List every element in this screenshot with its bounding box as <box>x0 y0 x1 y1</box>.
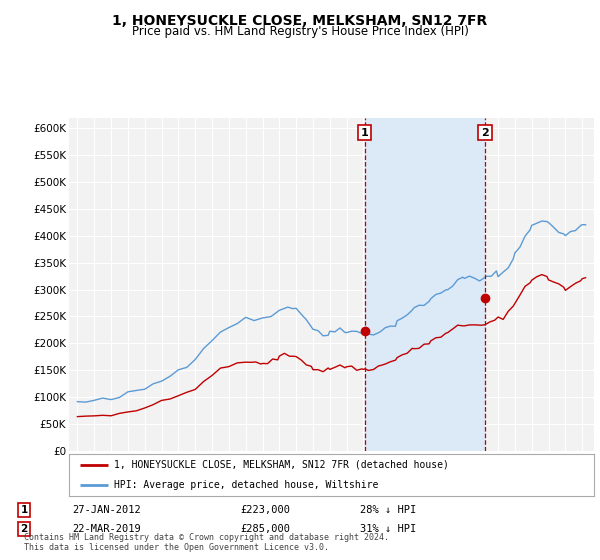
Text: 22-MAR-2019: 22-MAR-2019 <box>72 524 141 534</box>
Text: 2: 2 <box>20 524 28 534</box>
Text: HPI: Average price, detached house, Wiltshire: HPI: Average price, detached house, Wilt… <box>113 480 378 490</box>
Text: 31% ↓ HPI: 31% ↓ HPI <box>360 524 416 534</box>
Text: 1, HONEYSUCKLE CLOSE, MELKSHAM, SN12 7FR (detached house): 1, HONEYSUCKLE CLOSE, MELKSHAM, SN12 7FR… <box>113 460 449 470</box>
Text: £223,000: £223,000 <box>240 506 290 515</box>
Text: 1: 1 <box>20 506 28 515</box>
Text: 1: 1 <box>361 128 368 138</box>
Bar <box>365 118 485 451</box>
Text: Price paid vs. HM Land Registry's House Price Index (HPI): Price paid vs. HM Land Registry's House … <box>131 25 469 38</box>
Text: 27-JAN-2012: 27-JAN-2012 <box>72 506 141 515</box>
Text: 2: 2 <box>481 128 489 138</box>
Text: £285,000: £285,000 <box>240 524 290 534</box>
Text: Contains HM Land Registry data © Crown copyright and database right 2024.
This d: Contains HM Land Registry data © Crown c… <box>24 533 389 552</box>
Text: 28% ↓ HPI: 28% ↓ HPI <box>360 506 416 515</box>
Text: 1, HONEYSUCKLE CLOSE, MELKSHAM, SN12 7FR: 1, HONEYSUCKLE CLOSE, MELKSHAM, SN12 7FR <box>112 14 488 28</box>
